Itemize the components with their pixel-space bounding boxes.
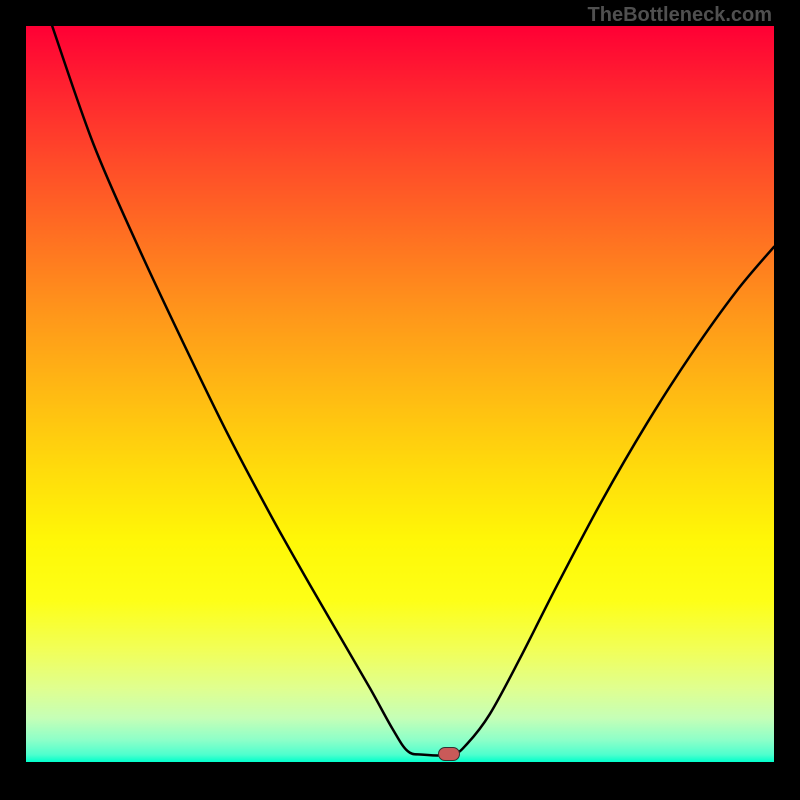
plot-area [26, 26, 774, 762]
watermark-text: TheBottleneck.com [588, 4, 772, 27]
bottleneck-curve [26, 26, 774, 762]
optimum-marker [438, 747, 460, 761]
chart-root: TheBottleneck.com [0, 0, 800, 800]
